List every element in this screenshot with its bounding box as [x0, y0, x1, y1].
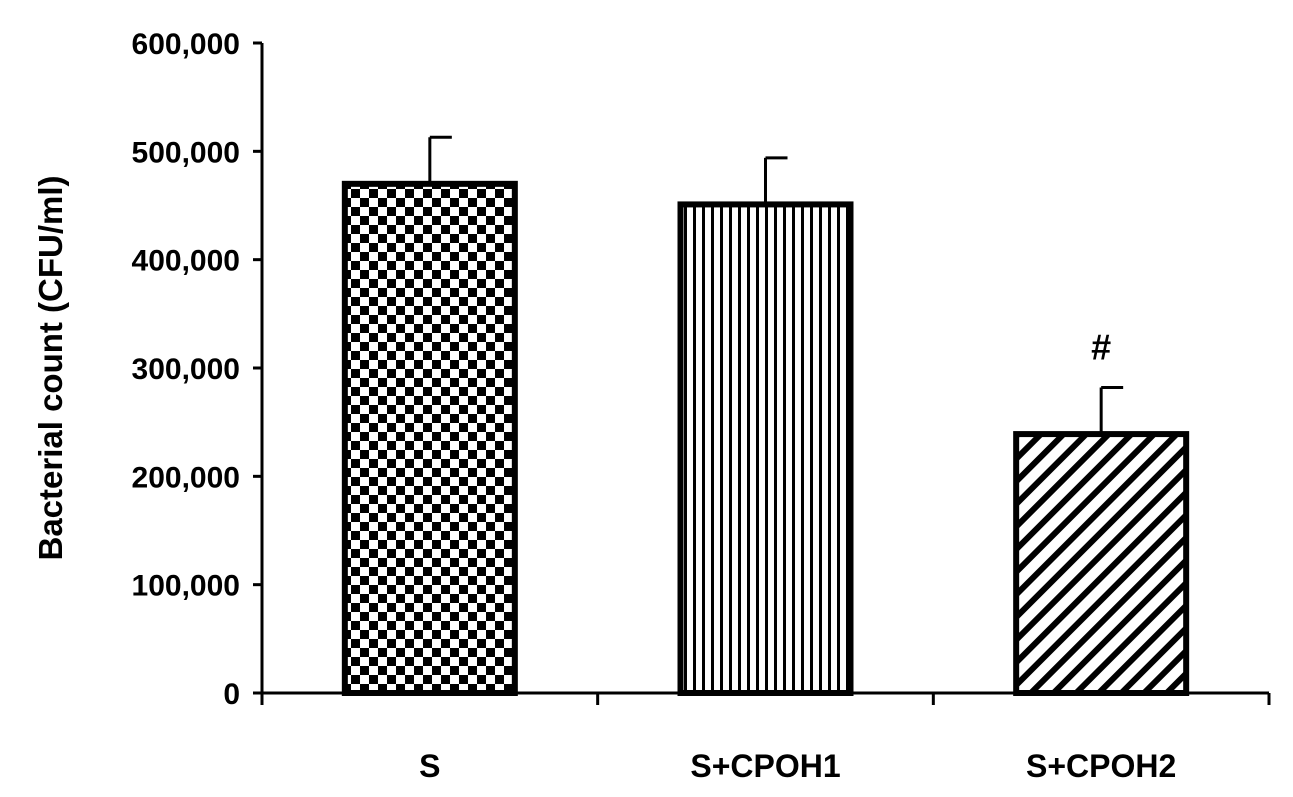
y-tick-label: 100,000: [132, 570, 240, 603]
y-tick-label: 300,000: [132, 353, 240, 386]
error-bars: [428, 135, 1124, 435]
bar-s-cpoh1: [677, 201, 854, 697]
y-tick-label: 0: [223, 678, 240, 711]
x-ticks: S S+CPOH1 S+CPOH2: [260, 693, 1271, 784]
y-ticks: 0 100,000 200,000 300,000 400,000 500,000 600,…: [132, 28, 262, 711]
significance-marker: #: [1091, 327, 1111, 368]
y-tick-label: 400,000: [132, 245, 240, 278]
bar-s-cpoh2: [1013, 431, 1190, 696]
bars: [341, 180, 1190, 697]
y-tick-label: 600,000: [132, 28, 240, 61]
y-tick-label: 500,000: [132, 136, 240, 169]
x-tick-label: S+CPOH1: [690, 748, 840, 784]
y-axis-title: Bacterial count (CFU/ml): [32, 175, 69, 560]
x-tick-label: S+CPOH2: [1026, 748, 1176, 784]
y-tick-label: 200,000: [132, 461, 240, 494]
bar-s: [341, 180, 518, 696]
annotations: #: [1091, 327, 1111, 368]
x-tick-label: S: [419, 748, 440, 784]
